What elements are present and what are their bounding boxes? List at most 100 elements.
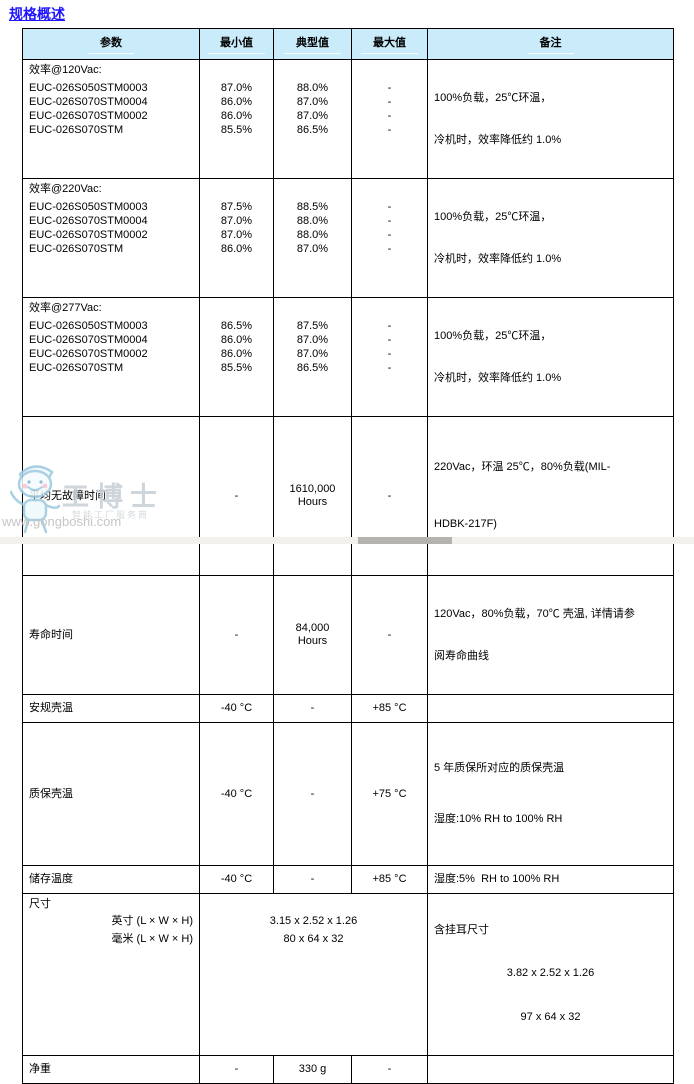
max-value: -: [387, 82, 392, 94]
note-cell: [428, 695, 673, 722]
max-cell: -: [352, 417, 428, 575]
note-cell: 100%负载，25℃环温， 冷机时，效率降低约 1.0%: [428, 298, 673, 416]
typ-cell: 84,000 Hours: [274, 576, 352, 694]
param-cell: 效率@277Vac: EUC-026S050STM0003 EUC-026S07…: [23, 298, 200, 416]
model-line: EUC-026S070STM0002: [29, 348, 148, 360]
mm-note-value: 97 x 64 x 32: [520, 1011, 581, 1023]
min-value: 86.0%: [220, 110, 253, 122]
min-value: 87.0%: [220, 82, 253, 94]
typ-line: Hours: [297, 635, 328, 647]
model-line: EUC-026S070STM: [29, 124, 124, 136]
typ-value: 87.0%: [296, 243, 329, 255]
typ-value: 84,000 Hours: [296, 622, 330, 648]
min-cell: -40 °C: [200, 866, 274, 893]
note-line: 100%负载，25℃环温，: [434, 92, 552, 104]
typ-line: 1610,000: [289, 483, 336, 495]
lifetime-row: 寿命时间 - 84,000 Hours - 120Vac，80%负载，70℃ 壳…: [23, 576, 673, 695]
header-note: 备注: [428, 29, 673, 59]
efficiency-row-277vac: 效率@277Vac: EUC-026S050STM0003 EUC-026S07…: [23, 298, 673, 417]
max-cell: +85 °C: [352, 695, 428, 722]
param-cell: 安规壳温: [23, 695, 200, 722]
note-cell: [428, 1056, 673, 1083]
scrollbar-thumb[interactable]: [358, 537, 452, 544]
note-text: 220Vac，环温 25℃，80%负载(MIL- HDBK-217F): [434, 420, 610, 572]
note-text: 100%负载，25℃环温， 冷机时，效率降低约 1.0%: [434, 182, 561, 294]
note-line: 5 年质保所对应的质保壳温: [434, 762, 565, 774]
efficiency-row-220vac: 效率@220Vac: EUC-026S050STM0003 EUC-026S07…: [23, 179, 673, 298]
typ-cell: -: [274, 723, 352, 865]
model-line: EUC-026S070STM: [29, 362, 124, 374]
storage-temp-row: 储存温度 -40 °C - +85 °C 湿度:5% RH to 100% RH: [23, 866, 673, 894]
min-value: 87.0%: [220, 215, 253, 227]
typ-value: 87.5%: [296, 320, 329, 332]
typ-value: 1610,000 Hours: [290, 483, 336, 509]
min-value: 87.0%: [220, 229, 253, 241]
page-title: 规格概述: [9, 6, 65, 22]
max-value: -: [387, 229, 392, 241]
table-header-row: 参数 最小值 典型值 最大值 备注: [23, 29, 673, 60]
safety-case-temp-row: 安规壳温 -40 °C - +85 °C: [23, 695, 673, 723]
model-line: EUC-026S050STM0003: [29, 201, 148, 213]
note-cell: 120Vac，80%负载，70℃ 壳温, 详情请参 阅寿命曲线: [428, 576, 673, 694]
note-line: 120Vac，80%负载，70℃ 壳温, 详情请参: [434, 608, 635, 620]
max-value: -: [387, 215, 392, 227]
typ-cell: 88.0% 87.0% 87.0% 86.5%: [274, 60, 352, 178]
note-line: 100%负载，25℃环温，: [434, 211, 552, 223]
model-line: EUC-026S070STM0002: [29, 229, 148, 241]
note-cell: 100%负载，25℃环温， 冷机时，效率降低约 1.0%: [428, 179, 673, 297]
note-cell: 含挂耳尺寸 3.82 x 2.52 x 1.26 97 x 64 x 32: [428, 894, 673, 1055]
max-value: -: [387, 334, 392, 346]
spec-table: 参数 最小值 典型值 最大值 备注 效率@120Vac: EUC-026S050…: [22, 28, 674, 1084]
typ-value: 87.0%: [296, 348, 329, 360]
param-cell: 储存温度: [23, 866, 200, 893]
typ-cell: 330 g: [274, 1056, 352, 1083]
horizontal-scrollbar[interactable]: [0, 537, 694, 544]
max-cell: +85 °C: [352, 866, 428, 893]
typ-value: 88.0%: [296, 82, 329, 94]
model-line: EUC-026S070STM0002: [29, 110, 148, 122]
max-cell: - - - -: [352, 298, 428, 416]
warranty-case-temp-row: 质保壳温 -40 °C - +75 °C 5 年质保所对应的质保壳温 湿度:10…: [23, 723, 673, 866]
inch-note-value: 3.82 x 2.52 x 1.26: [506, 967, 595, 979]
dimensions-row: 尺寸 英寸 (L × W × H) 毫米 (L × W × H) 3.15 x …: [23, 894, 673, 1056]
param-label: 安规壳温: [29, 702, 73, 714]
header-typ: 典型值: [274, 29, 352, 59]
param-label: 平均无故障时间: [29, 489, 106, 502]
max-value: -: [387, 201, 392, 213]
typ-value: 86.5%: [296, 362, 329, 374]
note-cell: 220Vac，环温 25℃，80%负载(MIL- HDBK-217F): [428, 417, 673, 575]
typ-cell: -: [274, 695, 352, 722]
max-value: -: [387, 243, 392, 255]
note-line: 湿度:10% RH to 100% RH: [434, 813, 563, 825]
spacer: [206, 897, 421, 912]
note-line: HDBK-217F): [434, 518, 497, 530]
group-title: 效率@277Vac:: [29, 302, 102, 314]
group-title: 效率@220Vac:: [29, 183, 102, 195]
max-value: -: [387, 96, 392, 108]
note-title: 含挂耳尺寸: [434, 924, 489, 936]
typ-value: 88.5%: [296, 201, 329, 213]
dimensions-value-cell: 3.15 x 2.52 x 1.26 80 x 64 x 32: [200, 894, 428, 1055]
min-value: 87.5%: [220, 201, 253, 213]
model-line: EUC-026S070STM0004: [29, 96, 148, 108]
max-cell: +75 °C: [352, 723, 428, 865]
typ-value: 88.0%: [296, 215, 329, 227]
min-cell: 86.5% 86.0% 86.0% 85.5%: [200, 298, 274, 416]
min-cell: -: [200, 576, 274, 694]
efficiency-row-120vac: 效率@120Vac: EUC-026S050STM0003 EUC-026S07…: [23, 60, 673, 179]
min-cell: -: [200, 1056, 274, 1083]
param-cell: 尺寸 英寸 (L × W × H) 毫米 (L × W × H): [23, 894, 200, 1055]
note-cell: 湿度:5% RH to 100% RH: [434, 873, 560, 885]
typ-value: 88.0%: [296, 229, 329, 241]
note-text: 100%负载，25℃环温， 冷机时，效率降低约 1.0%: [434, 63, 561, 175]
typ-cell: 1610,000 Hours: [274, 417, 352, 575]
min-value: 86.0%: [220, 96, 253, 108]
param-label: 净重: [29, 1063, 51, 1075]
min-cell: -40 °C: [200, 695, 274, 722]
min-value: 86.5%: [220, 320, 253, 332]
typ-value: 87.0%: [296, 334, 329, 346]
header-min: 最小值: [200, 29, 274, 59]
note-line: 冷机时，效率降低约 1.0%: [434, 372, 562, 384]
max-value: -: [387, 348, 392, 360]
header-max: 最大值: [352, 29, 428, 59]
